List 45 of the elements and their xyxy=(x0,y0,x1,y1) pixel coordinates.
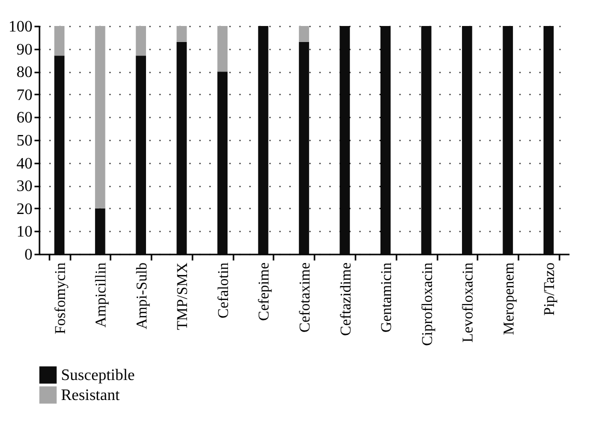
x-tick-label: Ciprofloxacin xyxy=(420,262,436,346)
x-tick-label: Pip/Tazo xyxy=(542,262,558,316)
y-tick-label: 10 xyxy=(16,224,32,241)
bar xyxy=(136,26,146,56)
y-tick-label: 0 xyxy=(24,246,32,264)
bar xyxy=(54,26,64,56)
legend-label: Resistant xyxy=(61,387,120,404)
y-tick-label: 20 xyxy=(16,200,32,218)
bar xyxy=(298,26,310,42)
x-tick-label: Cefalotin xyxy=(216,262,232,318)
x-tick-label: Ampicillin xyxy=(94,262,110,328)
x-tick-label: Ampi-Sulb xyxy=(134,262,150,330)
y-tick-label: 30 xyxy=(16,178,32,196)
bar xyxy=(462,26,472,254)
x-tick-label: Cefotaxime xyxy=(298,262,314,332)
x-tick-label: Fosfomycin xyxy=(52,262,69,334)
legend-label: Susceptible xyxy=(61,367,135,384)
x-tick-label: Levofloxacin xyxy=(460,262,477,342)
bar xyxy=(421,26,432,254)
bar xyxy=(54,56,64,254)
y-tick-label: 60 xyxy=(16,110,32,127)
bar xyxy=(95,208,106,254)
y-tick-label: 80 xyxy=(16,64,32,82)
bar xyxy=(502,26,513,254)
y-tick-label: 100 xyxy=(8,18,32,36)
x-tick-label: Ceftazidime xyxy=(338,262,354,336)
y-tick-label: 90 xyxy=(16,41,32,58)
bar xyxy=(176,42,187,254)
y-tick-label: 50 xyxy=(16,132,32,150)
bar xyxy=(544,26,554,254)
bar xyxy=(298,42,310,254)
bar xyxy=(136,56,146,254)
bar xyxy=(380,26,391,254)
bar xyxy=(95,26,106,208)
y-tick-label: 70 xyxy=(16,86,32,104)
x-tick-label: TMP/SMX xyxy=(175,262,192,330)
x-tick-label: Meropenem xyxy=(501,262,518,335)
bar xyxy=(340,26,350,254)
bar xyxy=(217,26,228,72)
y-tick-label: 40 xyxy=(16,155,32,172)
bar xyxy=(217,72,228,254)
bar xyxy=(176,26,187,42)
x-tick-label: Cefepime xyxy=(256,262,273,321)
x-tick-label: Gentamicin xyxy=(379,262,396,332)
bar xyxy=(258,26,268,254)
